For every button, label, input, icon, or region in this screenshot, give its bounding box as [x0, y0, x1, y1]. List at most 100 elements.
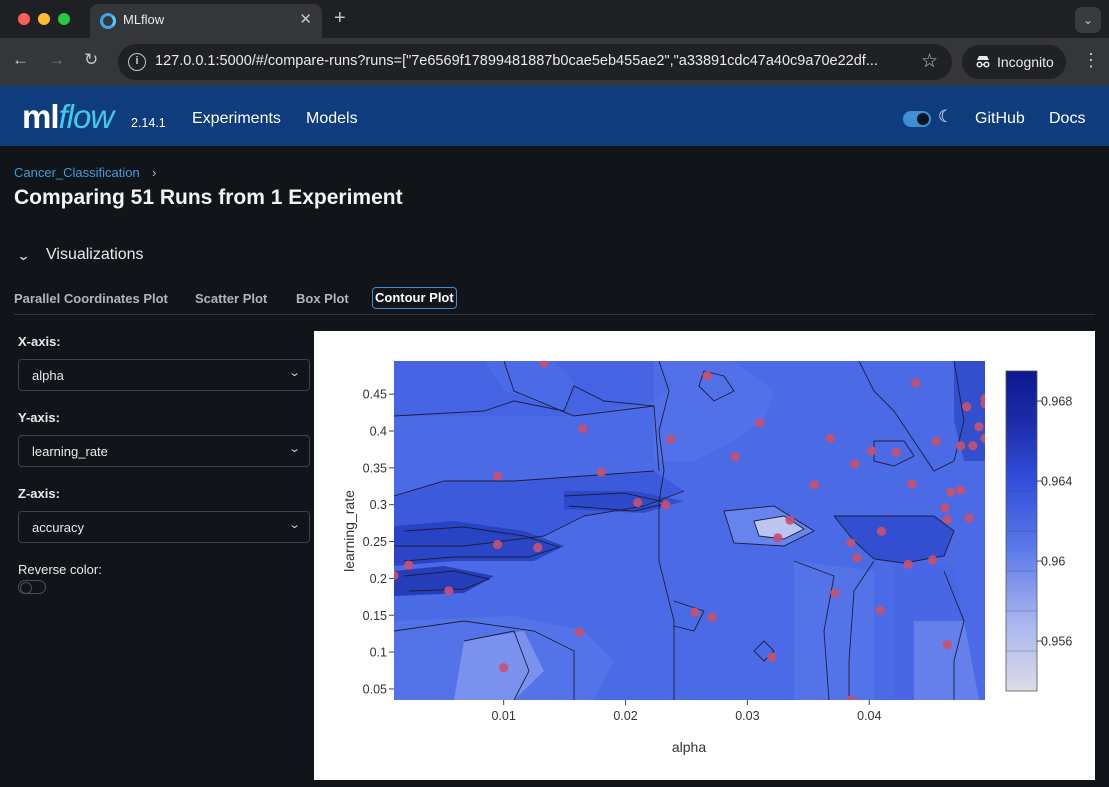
data-point[interactable]	[846, 695, 856, 704]
tab-title: MLflow	[123, 12, 165, 27]
data-point[interactable]	[974, 421, 984, 432]
incognito-badge[interactable]: Incognito	[962, 45, 1066, 79]
tab-contour-plot[interactable]: Contour Plot	[372, 287, 457, 309]
data-point[interactable]	[876, 526, 887, 536]
x-axis-select[interactable]: alpha ⌄	[18, 359, 310, 391]
data-point[interactable]	[574, 627, 584, 637]
data-point[interactable]	[850, 459, 860, 469]
mlflow-logo[interactable]: mlflow	[22, 98, 114, 136]
data-point[interactable]	[980, 433, 989, 443]
data-point[interactable]	[754, 418, 765, 428]
data-point[interactable]	[968, 441, 978, 451]
data-point[interactable]	[702, 371, 712, 381]
y-axis-label: Y-axis:	[18, 410, 60, 425]
y-axis-title: learning_rate	[341, 490, 357, 572]
data-point[interactable]	[903, 559, 913, 569]
data-point[interactable]	[964, 513, 974, 523]
data-point[interactable]	[444, 586, 454, 596]
data-point[interactable]	[633, 497, 643, 508]
y-tick-label: 0.45	[363, 388, 387, 402]
data-point[interactable]	[867, 446, 877, 456]
data-point[interactable]	[809, 480, 820, 490]
tab-parallel-coordinates[interactable]: Parallel Coordinates Plot	[14, 291, 168, 306]
x-tick-label: 0.04	[857, 709, 881, 723]
tab-scatter-plot[interactable]: Scatter Plot	[195, 291, 268, 306]
nav-docs[interactable]: Docs	[1049, 110, 1086, 127]
data-point[interactable]	[825, 433, 835, 443]
data-point[interactable]	[956, 441, 966, 451]
data-point[interactable]	[946, 487, 956, 497]
contour-plot[interactable]: 0.01 0.02 0.03 0.04 0.05 0.1 0.15 0.2 0.25 0.3 0.…	[314, 331, 1095, 780]
data-point[interactable]	[773, 533, 783, 543]
data-point[interactable]	[690, 607, 700, 617]
y-tick-label: 0.4	[370, 425, 387, 439]
data-point[interactable]	[846, 538, 856, 548]
colorbar-tick-label: 0.96	[1041, 555, 1065, 569]
data-point[interactable]	[661, 500, 671, 510]
data-point[interactable]	[533, 542, 543, 553]
visualizations-section-title[interactable]: Visualizations	[46, 246, 144, 263]
data-point[interactable]	[891, 447, 901, 457]
breadcrumb-experiment-link[interactable]: Cancer_Classification	[14, 165, 140, 180]
data-point[interactable]	[404, 560, 414, 570]
back-arrow-icon[interactable]: ←	[12, 50, 29, 69]
y-axis-value: learning_rate	[32, 444, 108, 459]
data-point[interactable]	[940, 503, 950, 513]
data-point[interactable]	[539, 359, 549, 368]
tab-search-chevron-icon[interactable]: ⌄	[1075, 7, 1101, 33]
data-point[interactable]	[499, 662, 509, 673]
data-point[interactable]	[962, 402, 972, 412]
data-point[interactable]	[942, 514, 952, 525]
data-point[interactable]	[578, 424, 588, 434]
data-point[interactable]	[942, 640, 952, 650]
forward-arrow-icon[interactable]: →	[48, 50, 65, 69]
nav-models[interactable]: Models	[306, 110, 358, 127]
y-tick-label: 0.3	[370, 498, 387, 512]
minimize-window-button[interactable]	[38, 13, 50, 25]
data-point[interactable]	[730, 452, 740, 462]
z-axis-select[interactable]: accuracy ⌄	[18, 511, 310, 543]
close-window-button[interactable]	[18, 13, 30, 25]
data-point[interactable]	[956, 485, 966, 495]
data-point[interactable]	[666, 434, 676, 444]
data-point[interactable]	[492, 539, 503, 550]
data-point[interactable]	[931, 436, 941, 446]
dark-mode-toggle[interactable]	[903, 111, 931, 127]
data-point[interactable]	[785, 515, 795, 525]
chevron-down-icon: ⌄	[287, 367, 301, 379]
data-point[interactable]	[707, 612, 717, 623]
site-info-icon[interactable]: i	[128, 53, 146, 71]
url-text[interactable]: 127.0.0.1:5000/#/compare-runs?runs=["7e6…	[155, 53, 878, 69]
data-point[interactable]	[830, 588, 840, 598]
data-point[interactable]	[875, 605, 885, 615]
maximize-window-button[interactable]	[58, 13, 70, 25]
colorbar-tick-label: 0.968	[1041, 395, 1072, 409]
address-bar[interactable]: i 127.0.0.1:5000/#/compare-runs?runs=["7…	[118, 44, 952, 80]
browser-tab-bar: MLflow ✕ + ⌄	[0, 0, 1109, 38]
browser-tab[interactable]: MLflow ✕	[90, 4, 322, 38]
data-point[interactable]	[596, 467, 606, 477]
new-tab-icon[interactable]: +	[334, 7, 346, 29]
data-point[interactable]	[492, 471, 503, 481]
reverse-color-switch[interactable]	[18, 580, 46, 594]
close-tab-icon[interactable]: ✕	[299, 11, 312, 28]
nav-github[interactable]: GitHub	[975, 110, 1025, 127]
reload-icon[interactable]: ↻	[84, 50, 99, 69]
data-point[interactable]	[928, 555, 938, 565]
collapse-chevron-icon[interactable]: ⌄	[16, 248, 31, 263]
data-point[interactable]	[980, 399, 989, 409]
app-header: mlflow 2.14.1 Experiments Models ☾ GitHu…	[0, 86, 1109, 146]
bookmark-star-icon[interactable]: ☆	[920, 51, 938, 72]
data-point[interactable]	[767, 652, 777, 662]
data-point[interactable]	[907, 479, 917, 489]
data-point[interactable]	[852, 553, 862, 563]
page-title: Comparing 51 Runs from 1 Experiment	[14, 186, 403, 209]
data-point[interactable]	[389, 570, 399, 581]
y-tick-label: 0.2	[370, 572, 387, 586]
nav-experiments[interactable]: Experiments	[192, 110, 281, 127]
y-axis-select[interactable]: learning_rate ⌄	[18, 435, 310, 467]
tab-box-plot[interactable]: Box Plot	[296, 291, 349, 306]
browser-menu-icon[interactable]: ⋮	[1082, 50, 1100, 70]
data-point[interactable]	[910, 378, 921, 388]
reverse-color-label: Reverse color:	[18, 562, 102, 577]
